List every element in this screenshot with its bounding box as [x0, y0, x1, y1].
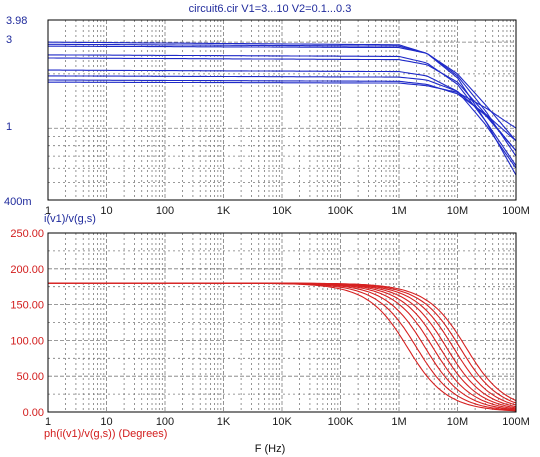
top-ytick-max: 3.98	[6, 15, 27, 27]
phase-trace	[48, 282, 517, 402]
y-tick-label: 250.00	[10, 228, 44, 240]
y-tick-label: 150.00	[10, 300, 44, 312]
x-tick-label: 1	[45, 416, 51, 428]
magnitude-trace	[48, 57, 517, 152]
top-frame	[47, 19, 517, 201]
magnitude-trace	[48, 75, 517, 152]
x-tick-label: 1	[45, 205, 51, 217]
magnitude-trace	[48, 81, 517, 129]
magnitude-trace	[48, 45, 517, 142]
x-tick-label: 10	[100, 205, 112, 217]
top-ytick-1: 1	[6, 121, 12, 133]
magnitude-trace	[48, 43, 517, 157]
magnitude-trace	[48, 69, 517, 169]
x-tick-label: 100K	[328, 205, 354, 217]
top-xtick-labels: 1 10 100 1K 10K 100K 1M 10M 100M	[45, 205, 530, 217]
top-panel: 3.98 3 1 400m 1 10 100 1K 10K 100K 1M 10M 100M i…	[4, 15, 530, 225]
magnitude-trace	[47, 41, 517, 176]
bottom-frame	[47, 232, 517, 413]
x-tick-label: 100K	[328, 416, 354, 428]
x-tick-label: 1M	[391, 416, 406, 428]
x-tick-label: 100	[156, 416, 174, 428]
x-tick-label: 100	[156, 205, 174, 217]
x-tick-label: 100M	[502, 205, 530, 217]
x-axis-label: F (Hz)	[255, 443, 286, 455]
y-tick-label: 50.00	[16, 371, 44, 383]
x-tick-label: 1K	[217, 205, 231, 217]
x-tick-label: 10M	[447, 416, 468, 428]
y-tick-label: 100.00	[10, 335, 44, 347]
top-traces	[47, 41, 517, 176]
x-tick-label: 1K	[217, 416, 231, 428]
x-tick-label: 10K	[272, 205, 292, 217]
x-tick-label: 10M	[447, 205, 468, 217]
bottom-gridlines	[48, 233, 516, 412]
x-tick-label: 100M	[502, 416, 530, 428]
bottom-ylabel: ph(i(v1)/v(g,s)) (Degrees)	[44, 428, 167, 440]
y-tick-label: 200.00	[10, 264, 44, 276]
bottom-traces	[48, 282, 517, 412]
x-tick-label: 10	[100, 416, 112, 428]
bottom-panel: 0.00 50.00 100.00 150.00 200.00 250.00 1 10 100…	[10, 228, 529, 455]
top-gridlines	[48, 20, 516, 200]
top-ytick-3: 3	[6, 34, 12, 46]
bottom-xtick-labels: 1 10 100 1K 10K 100K 1M 10M 100M	[45, 416, 530, 428]
chart-title: circuit6.cir V1=3...10 V2=0.1...0.3	[189, 3, 352, 15]
y-tick-label: 0.00	[23, 407, 44, 419]
x-tick-label: 1M	[391, 205, 406, 217]
top-ylabel: i(v1)/v(g,s)	[44, 213, 96, 225]
bottom-ytick-labels: 0.00 50.00 100.00 150.00 200.00 250.00	[10, 228, 44, 419]
x-tick-label: 10K	[272, 416, 292, 428]
top-ytick-min: 400m	[4, 196, 32, 208]
